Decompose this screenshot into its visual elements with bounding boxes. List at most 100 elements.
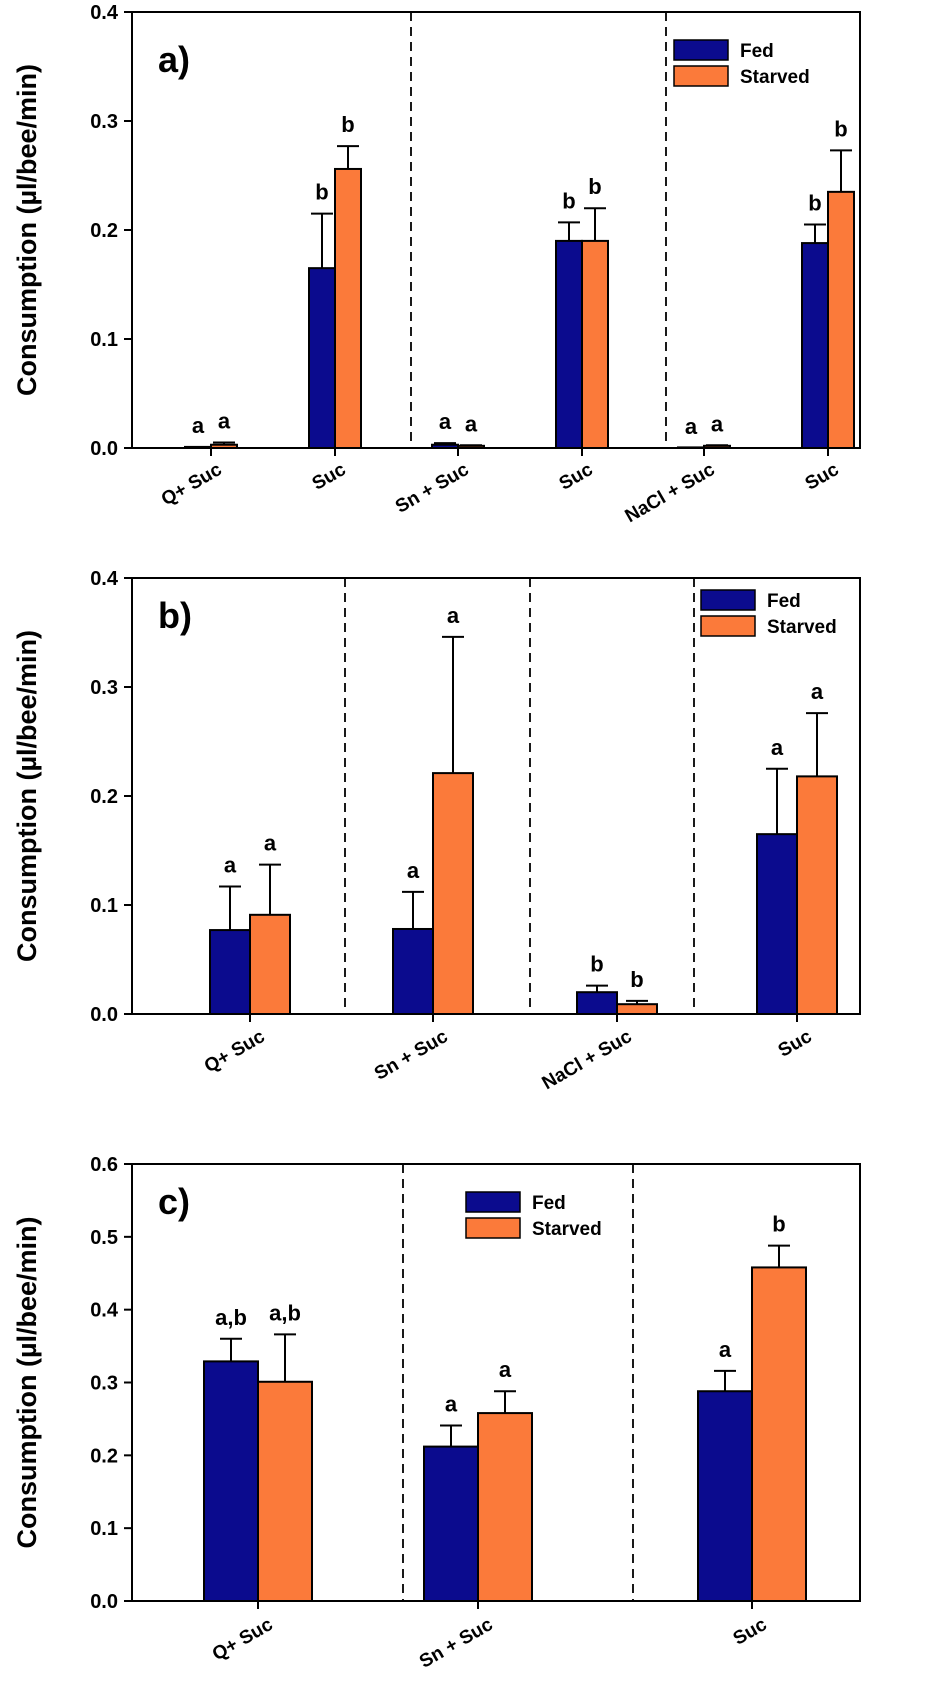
y-tick-label: 0.2 (90, 220, 118, 242)
y-tick-label: 0.1 (90, 1518, 118, 1540)
bar-starved (616, 1003, 658, 1016)
bar-fed (423, 1445, 479, 1603)
panel-label: a) (158, 39, 190, 80)
significance-label: a (499, 1357, 512, 1382)
y-tick-label: 0.5 (90, 1227, 118, 1249)
significance-label: a (447, 603, 460, 628)
y-axis-label: Consumption (µl/bee/min) (12, 630, 42, 962)
significance-label: a (445, 1391, 458, 1416)
bar-starved (581, 239, 609, 449)
legend-swatch-starved (700, 615, 756, 637)
significance-label: b (588, 174, 601, 199)
x-tick-label: NaCl + Suc (622, 459, 719, 527)
chart-panel-b: a a Q+ Suc a a Sn + Suc b b NaCl + Suc a a Suc 0.0 0.… (12, 568, 861, 1094)
bar-starved (257, 1380, 313, 1602)
y-axis-label: Consumption (µl/bee/min) (12, 1216, 42, 1548)
legend-swatch-fed (465, 1191, 521, 1213)
bar-starved (334, 167, 362, 450)
significance-label: a,b (269, 1300, 301, 1325)
significance-label: a (407, 858, 420, 883)
significance-label: a (264, 831, 277, 856)
bar-starved (249, 913, 291, 1015)
y-tick-label: 0.4 (90, 1300, 119, 1322)
bar-starved (432, 772, 474, 1015)
bar-starved (796, 775, 838, 1015)
x-tick-label: Sn + Suc (392, 459, 473, 518)
y-tick-label: 0.4 (90, 568, 119, 590)
legend-swatch-starved (673, 65, 729, 87)
legend: Fed Starved (673, 39, 810, 88)
significance-label: a (224, 852, 237, 877)
legend-label-starved: Starved (740, 67, 810, 88)
bar-starved (751, 1266, 807, 1602)
bar-starved (827, 190, 855, 449)
bar-fed (392, 927, 434, 1015)
y-tick-label: 0.1 (90, 895, 118, 917)
bar-fed (801, 242, 829, 449)
x-tick-label: Suc (556, 459, 597, 495)
significance-label: a (465, 411, 478, 436)
x-tick-label: Sn + Suc (416, 1614, 497, 1673)
significance-label: a (811, 679, 824, 704)
panel-label: c) (158, 1181, 190, 1222)
x-tick-label: Suc (775, 1026, 816, 1062)
y-axis-label: Consumption (µl/bee/min) (12, 64, 42, 396)
x-tick-label: Suc (730, 1614, 771, 1650)
y-tick-label: 0.3 (90, 677, 118, 699)
legend-label-fed: Fed (767, 591, 801, 612)
y-tick-label: 0.4 (90, 2, 119, 24)
y-tick-label: 0.1 (90, 329, 118, 351)
y-tick-label: 0.2 (90, 786, 118, 808)
legend: Fed Starved (465, 1191, 602, 1240)
y-tick-label: 0.0 (90, 438, 118, 460)
x-tick-label: Suc (309, 459, 350, 495)
chart-panel-c: a,b a,b Q+ Suc a a Sn + Suc a b Suc 0.0 0.1 0.2 0.3 0… (12, 1154, 861, 1673)
significance-label: b (562, 188, 575, 213)
significance-label: a (192, 413, 205, 438)
x-tick-label: Sn + Suc (371, 1026, 452, 1085)
legend-label-fed: Fed (740, 41, 774, 62)
x-tick-label: Q+ Suc (209, 1614, 277, 1665)
significance-label: b (772, 1212, 785, 1237)
y-tick-label: 0.0 (90, 1004, 118, 1026)
significance-label: a (218, 409, 231, 434)
x-tick-label: Q+ Suc (201, 1026, 269, 1077)
significance-label: b (341, 112, 354, 137)
x-tick-label: Q+ Suc (158, 459, 226, 510)
bar-fed (697, 1390, 753, 1602)
y-tick-label: 0.3 (90, 111, 118, 133)
bar-fed (576, 991, 618, 1016)
x-tick-label: Suc (802, 459, 843, 495)
bar-fed (308, 267, 336, 449)
significance-label: a (685, 414, 698, 439)
legend-label-starved: Starved (532, 1219, 602, 1240)
y-tick-label: 0.3 (90, 1373, 118, 1395)
significance-label: a (439, 409, 452, 434)
significance-label: a (771, 735, 784, 760)
significance-label: b (315, 180, 328, 205)
significance-label: a,b (215, 1305, 247, 1330)
legend-label-fed: Fed (532, 1193, 566, 1214)
panel-label: b) (158, 595, 192, 636)
significance-label: b (630, 967, 643, 992)
bar-fed (555, 239, 583, 449)
bar-fed (209, 929, 251, 1016)
legend-label-starved: Starved (767, 617, 837, 638)
x-tick-label: NaCl + Suc (539, 1026, 636, 1094)
y-tick-label: 0.6 (90, 1154, 118, 1176)
bar-fed (203, 1360, 259, 1602)
y-tick-label: 0.2 (90, 1445, 118, 1467)
legend-swatch-starved (465, 1217, 521, 1239)
significance-label: b (834, 116, 847, 141)
significance-label: a (719, 1337, 732, 1362)
significance-label: b (808, 191, 821, 216)
legend: Fed Starved (700, 589, 837, 638)
significance-label: a (711, 411, 724, 436)
bar-starved (477, 1412, 533, 1602)
significance-label: b (590, 952, 603, 977)
legend-swatch-fed (700, 589, 756, 611)
bar-fed (756, 833, 798, 1016)
legend-swatch-fed (673, 39, 729, 61)
